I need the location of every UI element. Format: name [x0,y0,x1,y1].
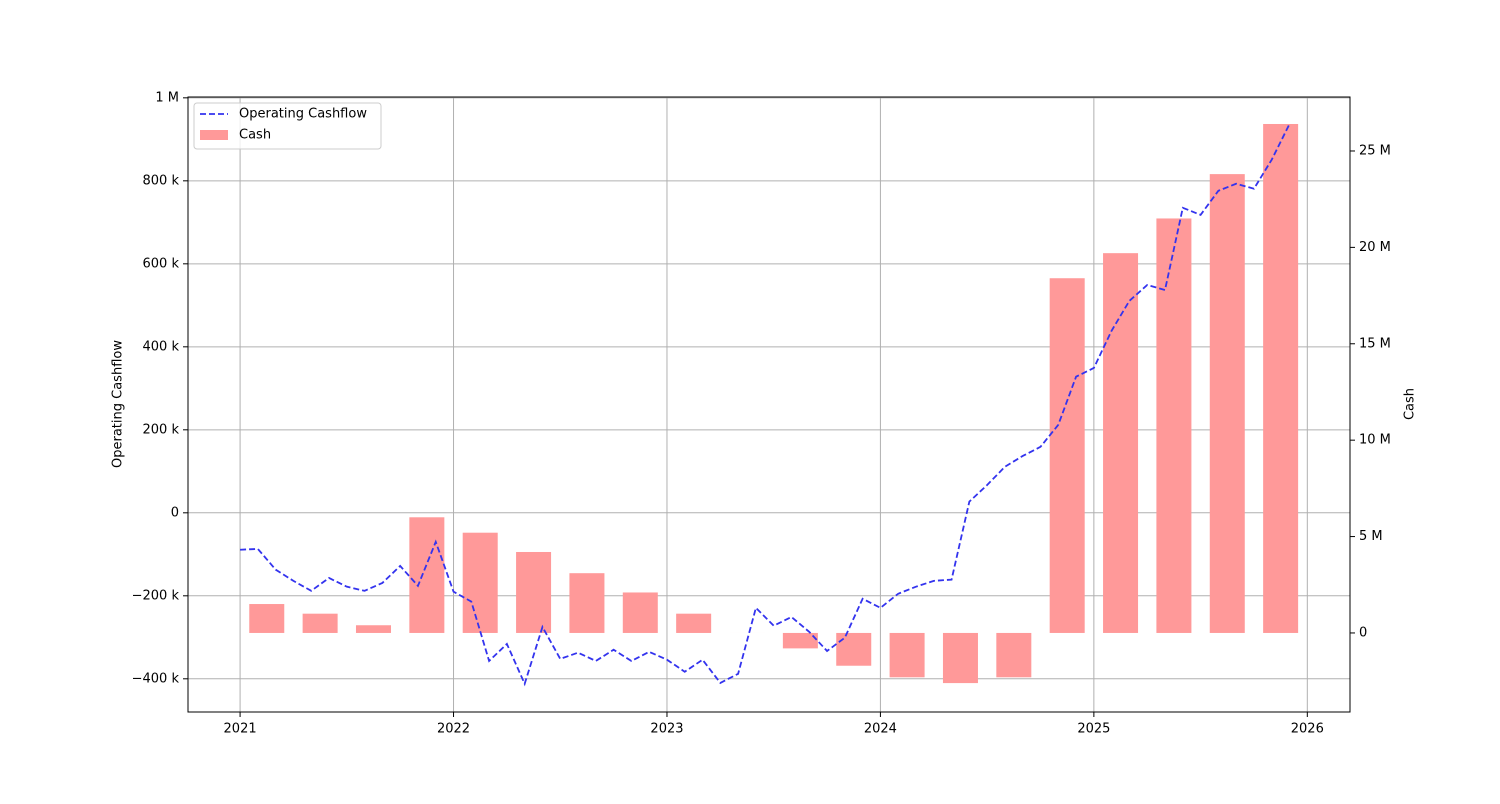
bar [676,614,711,633]
y-axis-label: Operating Cashflow [111,340,126,468]
x-tick-label: 2026 [1291,722,1324,737]
y-tick-label: 600 k [143,256,180,271]
bar [249,604,284,633]
bar [1050,278,1085,633]
y2-tick-label: 5 M [1359,529,1383,544]
y2-axis-label: Cash [1403,388,1418,420]
bar [623,592,658,632]
y2-tick-label: 10 M [1359,433,1391,448]
y-tick-label: −400 k [132,671,180,686]
bar [996,633,1031,677]
legend-swatch [200,130,228,140]
y-tick-label: −200 k [132,588,180,603]
y2-tick-label: 15 M [1359,336,1391,351]
bar [516,552,551,633]
bar [303,614,338,633]
y2-tick-label: 0 [1359,625,1367,640]
y-tick-label: 400 k [143,339,180,354]
y2-tick-label: 25 M [1359,143,1391,158]
bar [1210,174,1245,633]
x-tick-label: 2024 [864,722,897,737]
bar [890,633,925,677]
bar [569,573,604,633]
legend-label: Operating Cashflow [239,107,367,122]
bar [1156,218,1191,632]
legend-label: Cash [239,128,271,143]
x-tick-label: 2022 [437,722,470,737]
y-tick-label: 800 k [143,173,180,188]
y-tick-label: 1 M [155,90,179,105]
x-tick-label: 2023 [650,722,683,737]
bar [409,517,444,633]
y2-tick-label: 20 M [1359,240,1391,255]
bar [1103,253,1138,633]
y-tick-label: 0 [171,505,179,520]
bar [783,633,818,648]
y-tick-label: 200 k [143,422,180,437]
bar [356,625,391,633]
x-tick-label: 2025 [1077,722,1110,737]
x-tick-label: 2021 [224,722,257,737]
bar [463,533,498,633]
bar [943,633,978,683]
bar [1263,124,1298,633]
bar [836,633,871,666]
